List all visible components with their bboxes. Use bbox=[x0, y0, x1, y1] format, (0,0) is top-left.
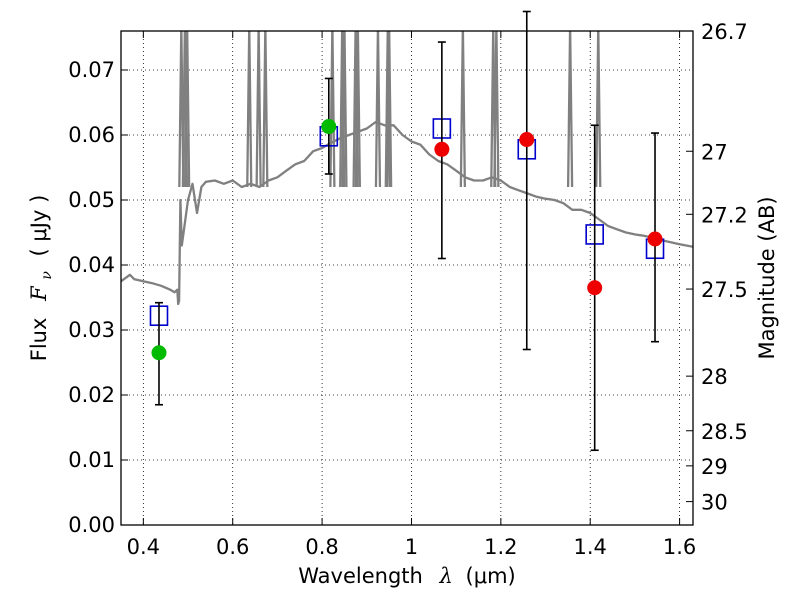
emission-line-spike bbox=[255, 31, 262, 188]
x-tick-label: 0.6 bbox=[216, 535, 249, 559]
emission-line-spike bbox=[183, 31, 191, 188]
y-axis-title-symbol: F bbox=[27, 285, 51, 302]
x-axis-title-unit: (μm) bbox=[466, 564, 516, 588]
axes: 0.4 0.6 0.8 1 1.2 1.4 1.6 0.00 0.01 0.02 0.03 0.04 0… bbox=[68, 20, 748, 559]
y-tick-label: 0.00 bbox=[68, 513, 115, 537]
emission-line-spike bbox=[374, 31, 382, 188]
x-tick-label: 0.8 bbox=[305, 535, 338, 559]
y-tick-label: 0.03 bbox=[68, 318, 115, 342]
observed-flux-point bbox=[647, 231, 663, 247]
emission-line-spike bbox=[459, 31, 467, 188]
x-tick-label: 1.2 bbox=[484, 535, 517, 559]
y-axis-title-unit: ( μJy ) bbox=[27, 195, 51, 257]
y-axis-title-subscript: ν bbox=[39, 271, 55, 280]
x-axis-title-prefix: Wavelength bbox=[298, 564, 423, 588]
observed-flux-point bbox=[519, 132, 535, 148]
observed-flux-point bbox=[321, 119, 337, 135]
emission-line-spike bbox=[385, 31, 393, 188]
x-axis-title: Wavelength λ (μm) bbox=[298, 564, 515, 588]
emission-line-spike bbox=[354, 31, 361, 188]
magnitude-tick-label: 27.5 bbox=[701, 278, 748, 302]
observed-flux-point bbox=[151, 345, 167, 361]
magnitude-tick-label: 27 bbox=[701, 140, 728, 164]
observed-flux-point bbox=[434, 141, 450, 157]
y-tick-label: 0.05 bbox=[68, 188, 115, 212]
magnitude-tick-label: 26.7 bbox=[701, 20, 748, 44]
observed-flux-point bbox=[587, 280, 603, 296]
magnitude-tick-label: 27.2 bbox=[701, 203, 748, 227]
plot-area bbox=[121, 31, 693, 306]
emission-line-spike bbox=[595, 31, 602, 188]
magnitude-tick-label: 28.5 bbox=[701, 420, 748, 444]
emission-line-spike bbox=[341, 31, 348, 188]
emission-line-spike bbox=[246, 31, 253, 188]
y-tick-label: 0.01 bbox=[68, 448, 115, 472]
emission-line-spike bbox=[384, 31, 391, 188]
sed-curve bbox=[121, 120, 693, 306]
magnitude-tick-label: 29 bbox=[701, 455, 728, 479]
magnitude-tick-label: 28 bbox=[701, 365, 728, 389]
x-tick-label: 1.4 bbox=[574, 535, 607, 559]
y-tick-label: 0.07 bbox=[68, 58, 115, 82]
secondary-y-axis-title: Magnitude (AB) bbox=[755, 196, 779, 359]
plot-frame bbox=[120, 30, 694, 526]
x-axis-title-symbol: λ bbox=[439, 564, 453, 588]
markers-layer bbox=[149, 10, 665, 452]
y-tick-label: 0.06 bbox=[68, 123, 115, 147]
plot-background bbox=[121, 31, 693, 525]
y-tick-label: 0.04 bbox=[68, 253, 115, 277]
magnitude-tick-label: 30 bbox=[701, 491, 728, 515]
emission-line-spike bbox=[493, 31, 500, 188]
emission-line-spike bbox=[262, 31, 269, 188]
emission-line-spike bbox=[566, 31, 574, 188]
y-axis-title-prefix: Flux bbox=[27, 318, 51, 362]
x-tick-label: 1 bbox=[405, 535, 418, 559]
x-tick-label: 1.6 bbox=[663, 535, 696, 559]
y-tick-label: 0.02 bbox=[68, 383, 115, 407]
y-axis-title: Flux F ν ( μJy ) bbox=[27, 195, 56, 362]
x-tick-label: 0.4 bbox=[127, 535, 160, 559]
